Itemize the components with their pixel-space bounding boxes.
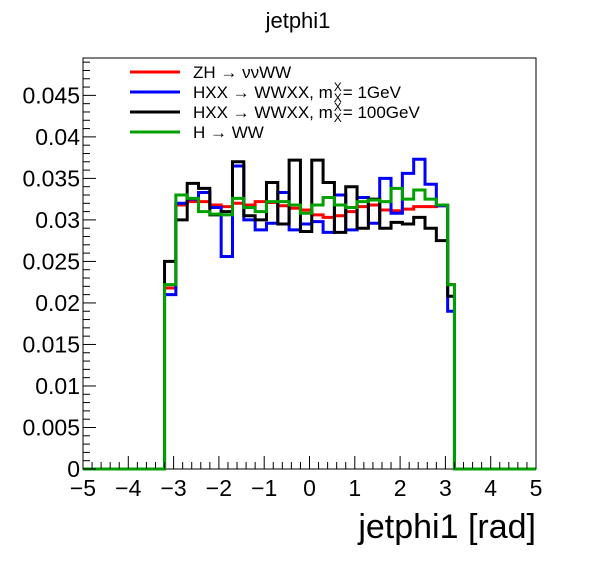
- y-tick-label: 0.04: [35, 124, 80, 150]
- series-line-1: [83, 200, 536, 471]
- series-line-4: [83, 186, 536, 471]
- x-tick-label: −4: [115, 475, 141, 501]
- x-axis-title: jetphi1 [rad]: [357, 508, 536, 546]
- x-tick-label: 1: [348, 475, 361, 501]
- y-tick-label: 0.025: [22, 248, 80, 274]
- axes-layer: −5 −4 −3 −2 −1 0 1 2 3 4 5 0 0.005 0.01 0.015 0.02 0.025…: [22, 61, 543, 501]
- x-tick-label: 3: [439, 475, 452, 501]
- y-tick-label: 0.015: [22, 331, 80, 357]
- x-tick-label: 4: [484, 475, 497, 501]
- legend-label: H → WW: [193, 123, 264, 142]
- x-tick-label: 2: [394, 475, 407, 501]
- series-line-3: [83, 158, 536, 471]
- legend-entry-3: HXX → WWXX, m XX = 100GeV: [130, 100, 420, 125]
- x-tick-label: −5: [70, 475, 96, 501]
- x-tick-label: 0: [303, 475, 316, 501]
- legend-superscript: X: [334, 80, 342, 94]
- legend-entry-2: HXX → WWXX, m XX = 1GeV: [130, 80, 402, 105]
- y-tick-label: 0.01: [35, 373, 80, 399]
- legend-entry-1: ZH → ννWW: [130, 63, 291, 82]
- x-tick-label: −2: [206, 475, 232, 501]
- chart-title: jetphi1: [265, 8, 331, 33]
- legend-label-suffix: = 1GeV: [343, 83, 402, 102]
- y-tick-label: 0: [67, 456, 80, 482]
- y-tick-label: 0.005: [22, 414, 80, 440]
- legend-superscript: X: [334, 100, 342, 114]
- legend-entry-4: H → WW: [130, 123, 264, 142]
- legend-label: HXX → WWXX, m: [193, 103, 333, 122]
- x-tick-label: −1: [251, 475, 277, 501]
- series-line-2: [83, 157, 536, 471]
- x-tick-label: −3: [160, 475, 186, 501]
- y-tick-label: 0.035: [22, 165, 80, 191]
- legend-subscript: X: [334, 91, 342, 105]
- x-tick-label: 5: [530, 475, 543, 501]
- legend-subscript: X: [334, 111, 342, 125]
- y-tick-label: 0.045: [22, 82, 80, 108]
- y-tick-label: 0.03: [35, 207, 80, 233]
- series-layer: [83, 157, 536, 471]
- legend-label-suffix: = 100GeV: [343, 103, 421, 122]
- legend-label: HXX → WWXX, m: [193, 83, 333, 102]
- y-tick-label: 0.02: [35, 290, 80, 316]
- legend-label: ZH → ννWW: [193, 63, 291, 82]
